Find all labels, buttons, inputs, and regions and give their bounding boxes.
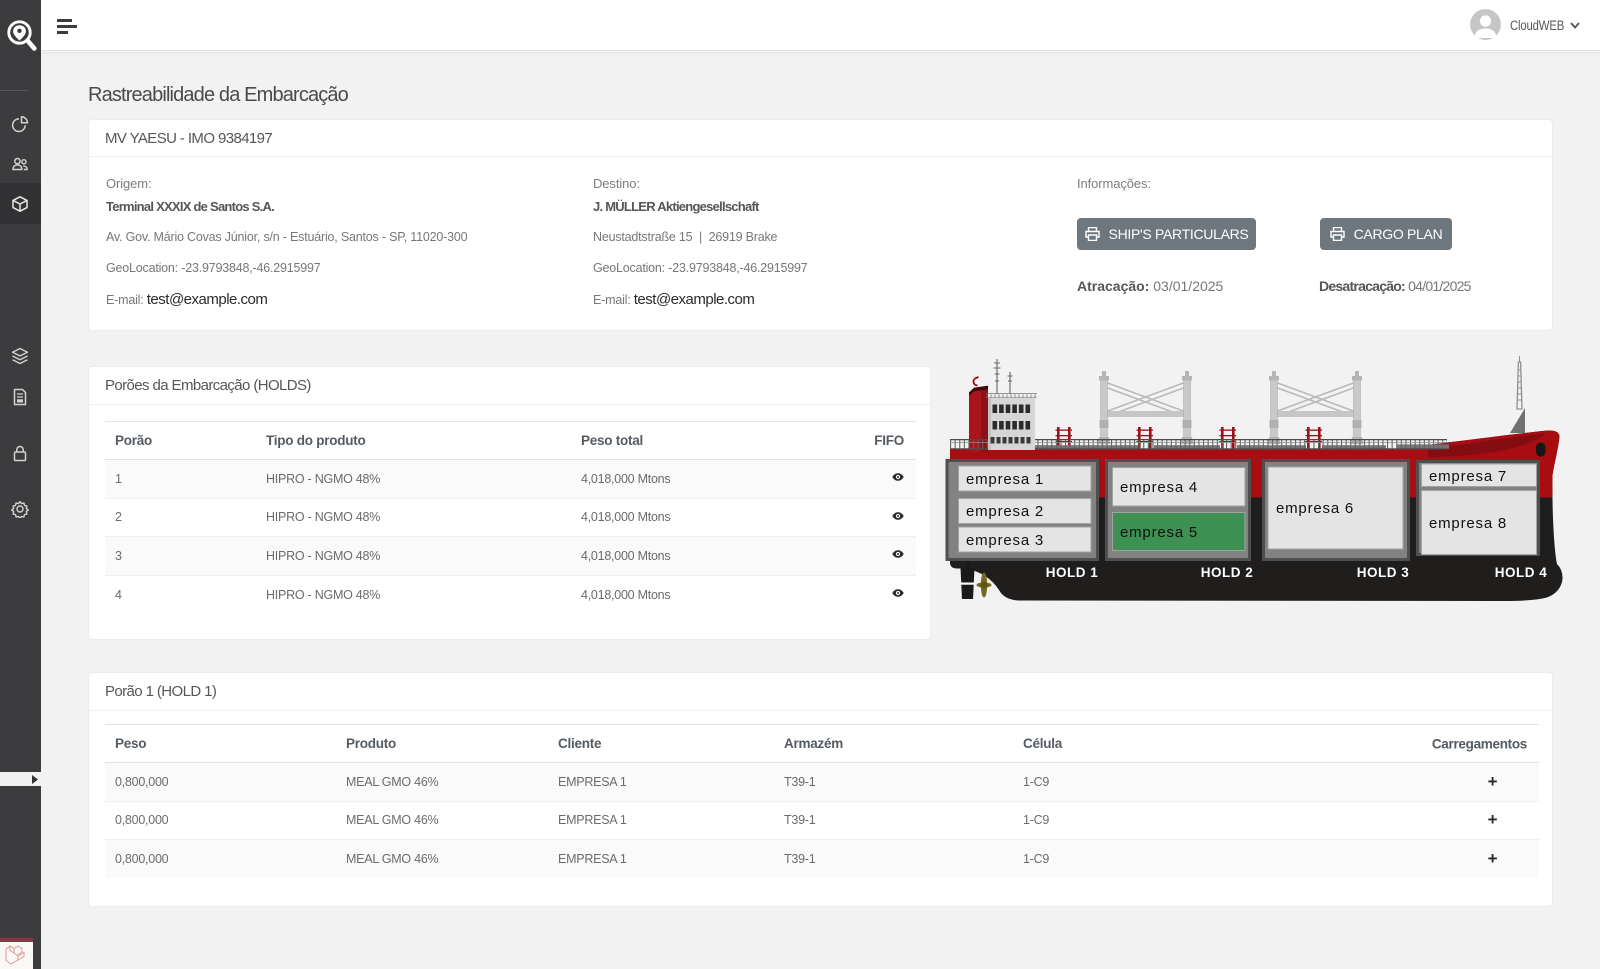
svg-text:HOLD 2: HOLD 2 [1201, 565, 1254, 580]
svg-text:empresa 5: empresa 5 [1120, 524, 1198, 541]
svg-text:empresa 4: empresa 4 [1120, 479, 1198, 496]
svg-text:HOLD 1: HOLD 1 [1046, 565, 1099, 580]
svg-text:empresa 1: empresa 1 [966, 471, 1044, 488]
svg-text:empresa 8: empresa 8 [1429, 515, 1507, 532]
svg-text:HOLD 3: HOLD 3 [1357, 565, 1410, 580]
svg-text:empresa 6: empresa 6 [1276, 500, 1354, 517]
svg-text:empresa 2: empresa 2 [966, 503, 1044, 520]
svg-text:empresa 3: empresa 3 [966, 532, 1044, 549]
svg-text:empresa 7: empresa 7 [1429, 468, 1507, 485]
svg-text:HOLD 4: HOLD 4 [1495, 565, 1548, 580]
